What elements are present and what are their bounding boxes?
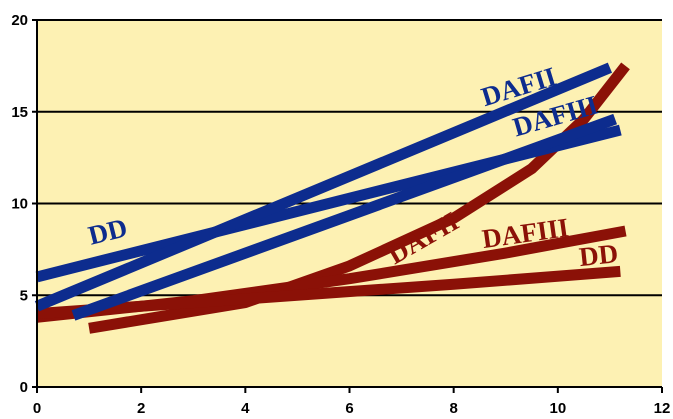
series-line-dafii-blue	[34, 62, 613, 312]
y-tick-label: 0	[20, 379, 28, 396]
series-line-dd-red	[36, 265, 621, 320]
y-tick-label: 5	[20, 287, 28, 304]
x-tick-label: 2	[137, 400, 145, 417]
y-tick-label: 20	[11, 12, 28, 29]
series-line-dafiii-blue	[71, 113, 617, 321]
tick-labels: 0 5 10 15 20 0 2 4 6 8 10 12	[11, 12, 670, 417]
x-tick-label: 12	[654, 400, 671, 417]
x-tick-label: 10	[549, 400, 566, 417]
series-lines	[34, 62, 630, 334]
y-tick-label: 15	[11, 104, 28, 121]
x-tick-label: 4	[241, 400, 250, 417]
series-label-dd: DD	[578, 238, 620, 272]
tick-marks	[32, 19, 663, 393]
y-tick-label: 10	[11, 196, 28, 213]
x-tick-label: 0	[33, 400, 41, 417]
x-tick-label: 8	[449, 400, 457, 417]
x-tick-label: 6	[345, 400, 353, 417]
